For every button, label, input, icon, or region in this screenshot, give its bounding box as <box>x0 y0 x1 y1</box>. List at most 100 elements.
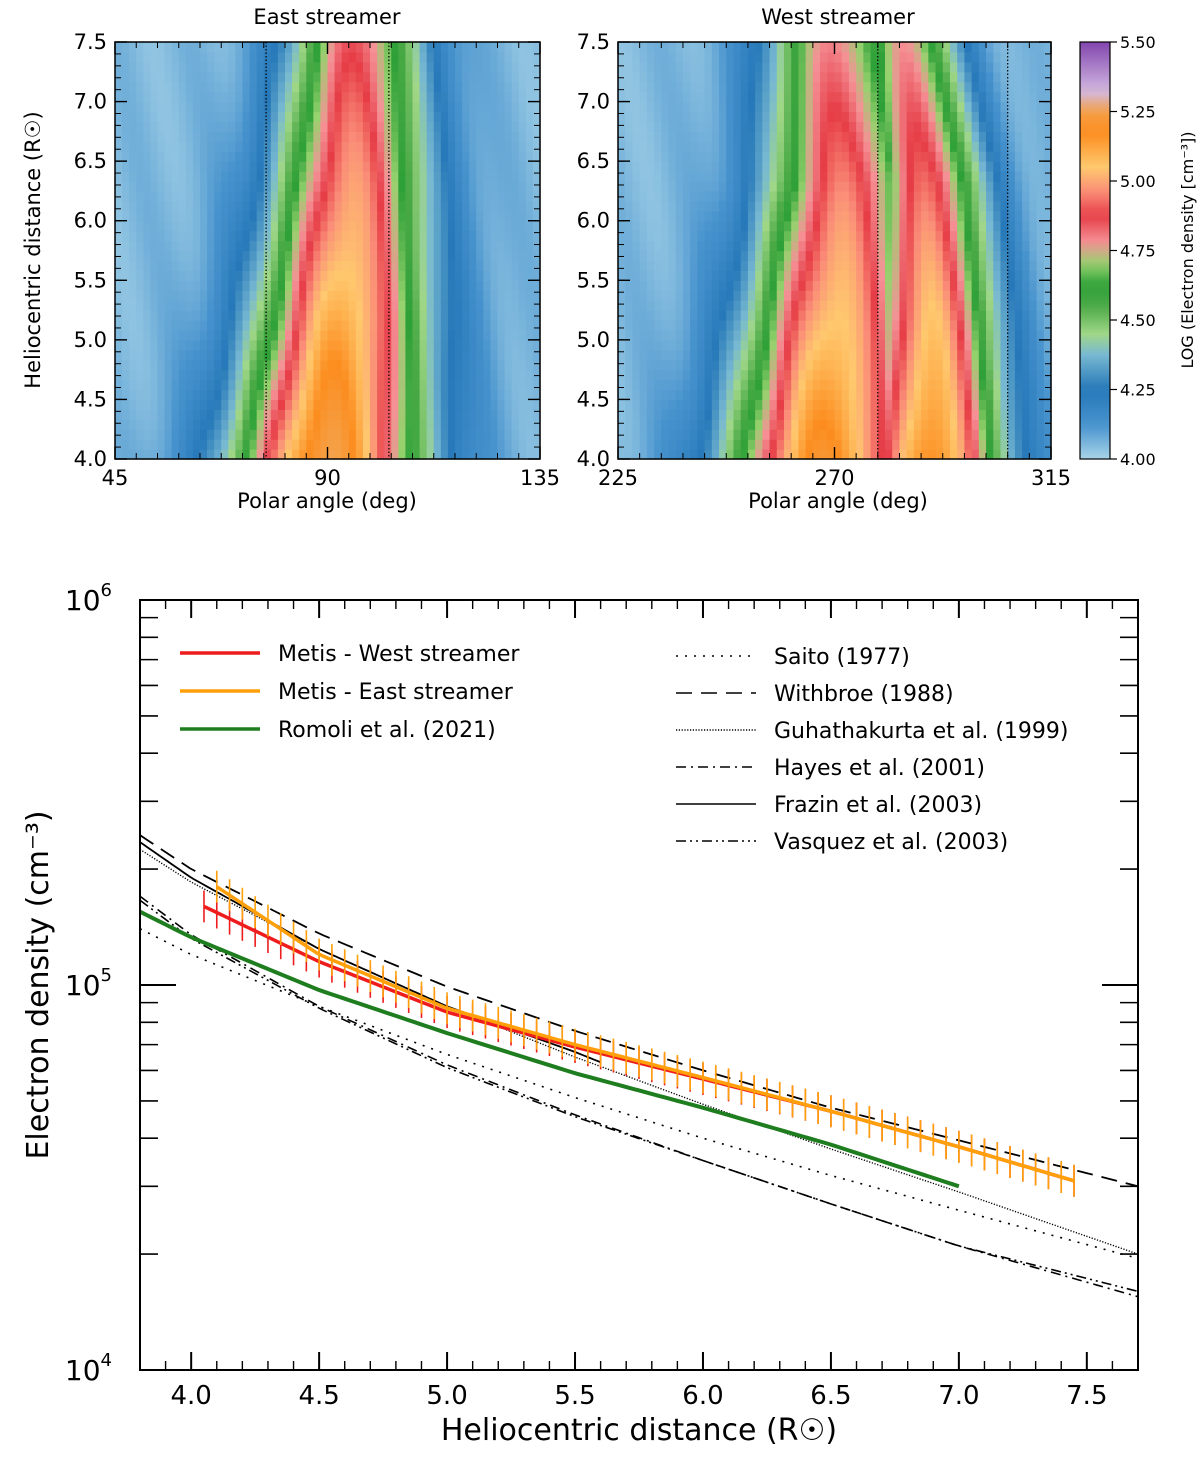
heatmap-cell <box>791 310 800 321</box>
heatmap-cell <box>877 270 886 281</box>
heatmap-cell <box>532 210 541 222</box>
heatmap-cell <box>129 190 137 202</box>
heatmap-cell <box>270 131 279 142</box>
heatmap-cell <box>957 91 965 103</box>
heatmap-cell <box>928 310 937 321</box>
heatmap-cell <box>942 260 951 271</box>
heatmap-cell <box>993 181 1002 192</box>
heatmap-cell <box>827 250 836 262</box>
heatmap-cell <box>306 71 314 83</box>
heatmap-cell <box>143 181 152 192</box>
heatmap-cell <box>256 260 265 271</box>
heatmap-cell <box>957 121 965 132</box>
heatmap-cell <box>391 161 399 172</box>
heatmap-cell <box>214 399 222 410</box>
heatmap-cell <box>115 290 123 301</box>
heatmap-cell <box>178 101 187 113</box>
heatmap-cell <box>426 250 435 262</box>
heatmap-cell <box>178 91 187 103</box>
heatmap-cell <box>733 81 742 93</box>
heatmap-cell <box>769 449 778 460</box>
heatmap-cell <box>476 349 484 361</box>
heatmap-cell <box>370 449 378 460</box>
heatmap-cell <box>971 429 980 440</box>
heatmap-cell <box>632 220 641 232</box>
heatmap-cell <box>755 220 763 232</box>
heatmap-cell <box>122 101 130 113</box>
heatmap-cell <box>412 161 421 172</box>
heatmap-cell <box>942 161 951 172</box>
heatmap-cell <box>483 280 492 291</box>
heatmap-cell <box>733 270 742 281</box>
heatmap-cell <box>185 329 194 341</box>
heatmap-cell <box>906 121 915 132</box>
heatmap-cell <box>668 230 677 242</box>
heatmap-cell <box>812 190 821 202</box>
heatmap-cell <box>726 389 735 401</box>
heatmap-cell <box>412 399 421 410</box>
heatmap-cell <box>805 280 814 291</box>
heatmap-cell <box>798 379 807 391</box>
heatmap-cell <box>306 379 314 391</box>
heatmap-cell <box>841 310 850 321</box>
heatmap-cell <box>185 320 194 331</box>
heatmap-cell <box>207 379 215 391</box>
heatmap-cell <box>214 320 222 331</box>
heatmap-cell <box>370 290 378 301</box>
heatmap-cell <box>129 141 137 152</box>
heatmap-cell <box>532 42 541 53</box>
heatmap-cell <box>490 320 499 331</box>
heatmap-cell <box>841 181 850 192</box>
heatmap-cell <box>1022 320 1030 331</box>
heatmap-cell <box>711 379 720 391</box>
heatmap-cell <box>949 131 958 142</box>
heatmap-cell <box>827 280 836 291</box>
heatmap-cell <box>398 270 407 281</box>
heatmap-cell <box>675 439 684 450</box>
heatmap-cell <box>654 379 662 391</box>
heatmap-cell <box>632 290 641 301</box>
heatmap-cell <box>848 439 857 450</box>
heatmap-cell <box>870 339 879 351</box>
heatmap-cell <box>820 369 828 381</box>
heatmap-cell <box>398 71 407 83</box>
heatmap-cell <box>398 42 407 53</box>
heatmap-cell <box>1029 290 1038 301</box>
heatmap-cell <box>856 81 864 93</box>
heatmap-cell <box>306 181 314 192</box>
heatmap-cell <box>412 71 421 83</box>
heatmap-cell <box>157 429 166 440</box>
heatmap-cell <box>755 210 763 222</box>
heatmap-cell <box>654 449 662 460</box>
heatmap-cell <box>348 409 357 420</box>
heatmap-cell <box>398 111 407 123</box>
heatmap-cell <box>285 51 293 63</box>
heatmap-cell <box>235 220 244 232</box>
heatmap-cell <box>263 200 272 212</box>
heatmap-cell <box>178 369 187 381</box>
heatmap-cell <box>341 419 350 430</box>
heatmap-cell <box>1000 349 1009 361</box>
heatmap-cell <box>391 389 399 401</box>
heatmap-cell <box>320 171 329 182</box>
heatmap-cell <box>993 260 1002 271</box>
heatmap-cell <box>277 121 286 132</box>
heatmap-cell <box>978 310 987 321</box>
heatmap-cell <box>885 449 893 460</box>
heatmap-cell <box>235 42 244 53</box>
heatmap-cell <box>675 111 684 123</box>
heatmap-cell <box>122 51 130 63</box>
heatmap-cell <box>805 270 814 281</box>
heatmap-cell <box>405 181 414 192</box>
heatmap-cell <box>618 419 626 430</box>
heatmap-cell <box>993 101 1002 113</box>
heatmap-cell <box>320 389 329 401</box>
heatmap-cell <box>654 419 662 430</box>
heatmap-cell <box>129 161 137 172</box>
heatmap-cell <box>783 369 792 381</box>
heatmap-cell <box>733 101 742 113</box>
heatmap-cell <box>405 42 414 53</box>
heatmap-cell <box>661 419 670 430</box>
heatmap-cell <box>870 101 879 113</box>
heatmap-cell <box>769 161 778 172</box>
